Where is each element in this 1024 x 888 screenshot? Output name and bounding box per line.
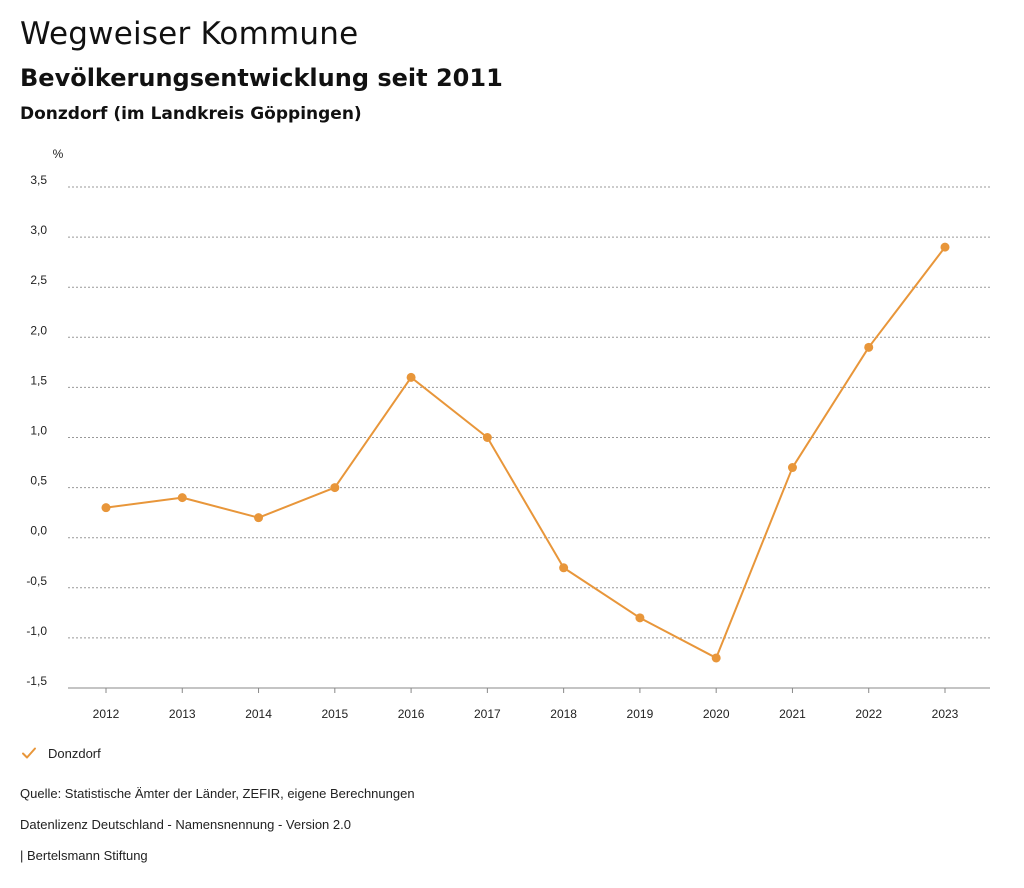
check-icon: [22, 747, 36, 759]
x-axis-ticks: 2012 2013 2014 2015 2016 2017 2018 2019 2020 2021…: [93, 688, 959, 721]
x-tick-label: 2014: [245, 707, 272, 721]
y-tick-label: 1,5: [30, 373, 47, 387]
x-tick-label: 2015: [321, 707, 348, 721]
data-point: [254, 513, 264, 523]
legend[interactable]: Donzdorf: [20, 744, 101, 762]
y-tick-label: 0,0: [30, 524, 47, 538]
x-tick-label: 2012: [93, 707, 120, 721]
data-point: [559, 563, 569, 573]
y-axis-ticks: 3,5 3,0 2,5 2,0 1,5 1,0 0,5 0,0 -0,5 -1,0 -1,5: [26, 173, 47, 688]
x-tick-label: 2018: [550, 707, 577, 721]
data-point: [635, 613, 645, 623]
x-tick-label: 2013: [169, 707, 196, 721]
legend-label-donzdorf: Donzdorf: [48, 745, 101, 761]
y-axis-unit-label: %: [53, 147, 64, 161]
x-tick-label: 2020: [703, 707, 730, 721]
data-point: [787, 463, 797, 473]
page-title: Wegweiser Kommune: [20, 16, 359, 52]
y-tick-label: 2,5: [30, 273, 47, 287]
chart-subtitle: Bevölkerungsentwicklung seit 2011: [20, 64, 503, 92]
data-point: [711, 653, 721, 663]
x-tick-label: 2021: [779, 707, 806, 721]
y-tick-label: -1,5: [26, 674, 47, 688]
y-tick-label: 1,0: [30, 424, 47, 438]
series-donzdorf: [101, 242, 950, 663]
publisher-note: | Bertelsmann Stiftung: [20, 848, 148, 863]
data-point: [177, 493, 187, 503]
data-point: [940, 242, 950, 252]
license-note: Datenlizenz Deutschland - Namensnennung …: [20, 817, 351, 832]
series-line: [105, 246, 946, 659]
data-point: [864, 342, 874, 352]
source-note: Quelle: Statistische Ämter der Länder, Z…: [20, 786, 415, 801]
data-point: [330, 483, 340, 493]
y-tick-label: 2,0: [30, 323, 47, 337]
y-tick-label: 0,5: [30, 474, 47, 488]
y-tick-label: -1,0: [26, 624, 47, 638]
data-point: [406, 372, 416, 382]
x-tick-label: 2023: [932, 707, 959, 721]
grid-lines: [68, 186, 990, 689]
y-tick-label: 3,5: [30, 173, 47, 187]
line-chart: % 3,5 3,0 2,5 2,0 1,5 1,0 0,5 0,0 -0,5 -1,0 -1,5 2…: [26, 147, 990, 721]
x-tick-label: 2016: [398, 707, 425, 721]
y-tick-label: 3,0: [30, 223, 47, 237]
data-point: [101, 503, 111, 513]
x-tick-label: 2019: [627, 707, 654, 721]
data-point: [482, 433, 492, 442]
region-label: Donzdorf (im Landkreis Göppingen): [20, 104, 362, 124]
x-tick-label: 2017: [474, 707, 501, 721]
x-tick-label: 2022: [855, 707, 882, 721]
y-tick-label: -0,5: [26, 574, 47, 588]
